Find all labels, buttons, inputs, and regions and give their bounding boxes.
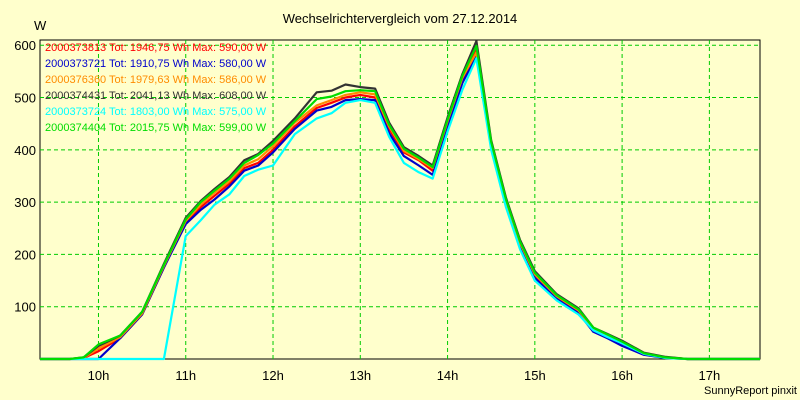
y-tick-label: 600 [14, 38, 36, 53]
y-tick-label: 400 [14, 143, 36, 158]
x-tick-label: 13h [349, 368, 371, 383]
y-tick-label: 300 [14, 195, 36, 210]
plot-area: 100 200 300 400 500 600 10h 11h 12h 13h 14h 15h 16h 1… [14, 38, 761, 383]
legend-entry-6: 2000374404 Tot: 2015,75 Wh Max: 599,00 W [45, 122, 267, 134]
x-tick-label: 16h [611, 368, 633, 383]
plot-frame [39, 39, 761, 360]
legend-entry-4: 2000374431 Tot: 2041,13 Wh Max: 608,00 W [45, 90, 267, 102]
x-tick-label: 15h [524, 368, 546, 383]
legend-entry-5: 2000373724 Tot: 1803,00 Wh Max: 575,00 W [45, 106, 267, 118]
chart-title: Wechselrichtervergleich vom 27.12.2014 [283, 11, 518, 26]
legend-entry-1: 2000373813 Tot: 1946,75 Wh Max: 590,00 W [45, 42, 267, 54]
x-tick-label: 14h [437, 368, 459, 383]
y-tick-label: 100 [14, 300, 36, 315]
footer-credit: SunnyReport pinxit [704, 385, 797, 397]
x-tick-label: 17h [699, 368, 721, 383]
x-tick-label: 12h [262, 368, 284, 383]
series-line-6 [40, 44, 760, 361]
legend-entry-3: 2000376360 Tot: 1979,63 Wh Max: 586,00 W [45, 74, 267, 86]
series-line-4 [40, 39, 760, 361]
x-tick-label: 10h [88, 368, 110, 383]
y-tick-label: 200 [14, 247, 36, 262]
legend: 2000373813 Tot: 1946,75 Wh Max: 590,00 W… [45, 42, 267, 134]
series-line-5 [40, 57, 760, 361]
legend-entry-2: 2000373721 Tot: 1910,75 Wh Max: 580,00 W [45, 58, 267, 70]
y-tick-label: 500 [14, 91, 36, 106]
y-axis-unit-label: W [34, 18, 47, 33]
series-line-2 [40, 54, 760, 361]
x-tick-label: 11h [175, 368, 196, 383]
